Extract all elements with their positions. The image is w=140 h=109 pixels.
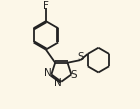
Text: F: F bbox=[43, 1, 49, 11]
Text: N: N bbox=[54, 78, 62, 88]
Text: N: N bbox=[44, 68, 52, 78]
Text: S: S bbox=[77, 52, 84, 62]
Text: S: S bbox=[70, 70, 77, 80]
